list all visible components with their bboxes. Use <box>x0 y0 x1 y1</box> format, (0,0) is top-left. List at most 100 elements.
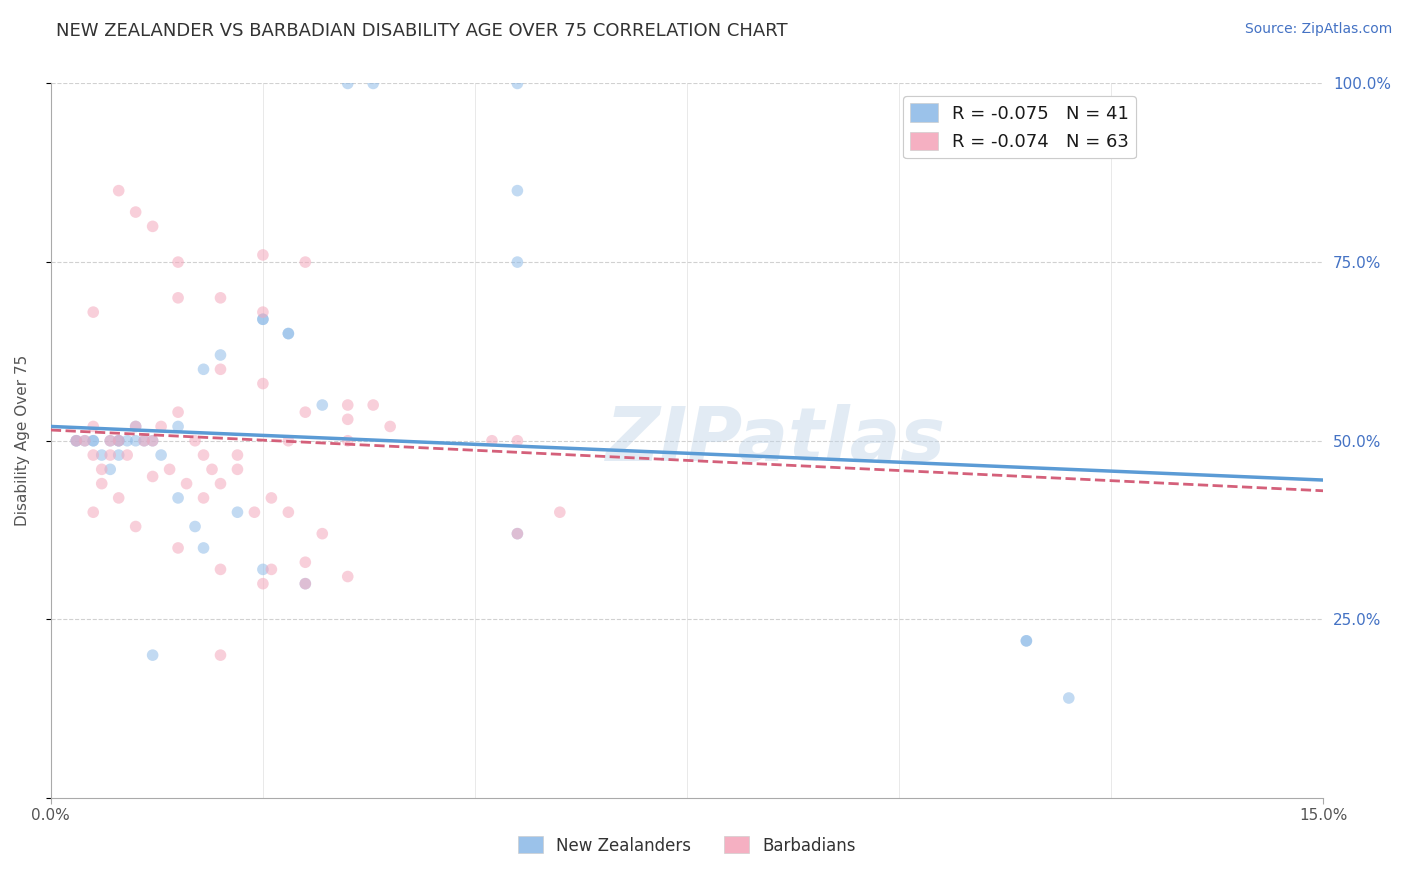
Point <box>209 362 232 376</box>
Point <box>311 526 333 541</box>
Point <box>506 434 529 448</box>
Point <box>336 569 359 583</box>
Point <box>506 77 529 91</box>
Point <box>82 434 104 448</box>
Point <box>252 376 274 391</box>
Point <box>336 77 359 91</box>
Point <box>361 398 384 412</box>
Point <box>336 398 359 412</box>
Point <box>124 434 146 448</box>
Point <box>82 305 104 319</box>
Point <box>361 77 384 91</box>
Point <box>294 255 316 269</box>
Y-axis label: Disability Age Over 75: Disability Age Over 75 <box>15 355 30 526</box>
Point <box>107 434 129 448</box>
Text: NEW ZEALANDER VS BARBADIAN DISABILITY AGE OVER 75 CORRELATION CHART: NEW ZEALANDER VS BARBADIAN DISABILITY AG… <box>56 22 787 40</box>
Point <box>115 448 138 462</box>
Point <box>124 519 146 533</box>
Point <box>1057 691 1080 706</box>
Point <box>1015 633 1038 648</box>
Point <box>209 562 232 576</box>
Point <box>506 255 529 269</box>
Point <box>134 434 156 448</box>
Point <box>82 505 104 519</box>
Point <box>336 412 359 426</box>
Point <box>506 526 529 541</box>
Point <box>124 419 146 434</box>
Point <box>124 205 146 219</box>
Point <box>150 448 173 462</box>
Point <box>252 562 274 576</box>
Point <box>65 434 87 448</box>
Point <box>98 448 121 462</box>
Point <box>1015 633 1038 648</box>
Point <box>90 476 112 491</box>
Point <box>73 434 96 448</box>
Point <box>142 219 165 234</box>
Point <box>226 505 249 519</box>
Text: ZIPatlas: ZIPatlas <box>606 404 946 477</box>
Point <box>184 434 207 448</box>
Point <box>98 434 121 448</box>
Point <box>548 505 571 519</box>
Point <box>73 434 96 448</box>
Point <box>294 576 316 591</box>
Point <box>82 419 104 434</box>
Point <box>142 648 165 662</box>
Point <box>252 312 274 326</box>
Point <box>167 419 190 434</box>
Point <box>124 419 146 434</box>
Point <box>481 434 503 448</box>
Point <box>277 326 299 341</box>
Point <box>193 541 215 555</box>
Point <box>252 305 274 319</box>
Point <box>226 448 249 462</box>
Point <box>134 434 156 448</box>
Point <box>167 405 190 419</box>
Point <box>277 326 299 341</box>
Point <box>107 184 129 198</box>
Point <box>90 448 112 462</box>
Point <box>209 476 232 491</box>
Point <box>209 648 232 662</box>
Point <box>311 398 333 412</box>
Point <box>98 462 121 476</box>
Point <box>209 291 232 305</box>
Point <box>209 348 232 362</box>
Point <box>167 541 190 555</box>
Point <box>193 362 215 376</box>
Point <box>252 576 274 591</box>
Point <box>65 434 87 448</box>
Point <box>252 248 274 262</box>
Point <box>90 462 112 476</box>
Legend: R = -0.075   N = 41, R = -0.074   N = 63: R = -0.075 N = 41, R = -0.074 N = 63 <box>903 96 1136 158</box>
Point <box>107 491 129 505</box>
Point <box>142 434 165 448</box>
Point <box>336 434 359 448</box>
Point <box>167 291 190 305</box>
Point <box>176 476 198 491</box>
Point <box>159 462 181 476</box>
Point <box>107 434 129 448</box>
Point <box>142 434 165 448</box>
Point <box>65 434 87 448</box>
Point <box>252 312 274 326</box>
Point <box>142 469 165 483</box>
Point <box>82 434 104 448</box>
Point <box>82 448 104 462</box>
Point <box>226 462 249 476</box>
Point <box>107 448 129 462</box>
Point <box>193 448 215 462</box>
Point <box>243 505 266 519</box>
Point <box>294 555 316 569</box>
Point <box>107 434 129 448</box>
Point <box>506 526 529 541</box>
Point <box>193 491 215 505</box>
Point <box>506 184 529 198</box>
Point <box>98 434 121 448</box>
Point <box>260 562 283 576</box>
Point <box>294 576 316 591</box>
Point <box>150 419 173 434</box>
Point <box>184 519 207 533</box>
Point <box>167 491 190 505</box>
